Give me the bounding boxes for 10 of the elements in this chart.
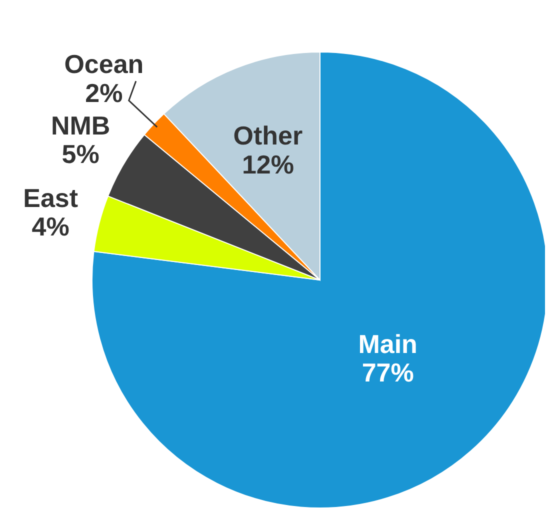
data-label: 12% [242, 149, 294, 180]
data-label: 4% [32, 212, 70, 242]
slice-label: East [23, 182, 78, 213]
slice-label: NMB [50, 110, 110, 141]
slice-label: Other [233, 120, 303, 151]
data-label: 5% [62, 139, 100, 170]
data-label: 77% [362, 358, 414, 388]
slice-label: Ocean [64, 49, 144, 80]
data-label: 2% [85, 78, 123, 108]
slice-label: Main [358, 329, 418, 360]
